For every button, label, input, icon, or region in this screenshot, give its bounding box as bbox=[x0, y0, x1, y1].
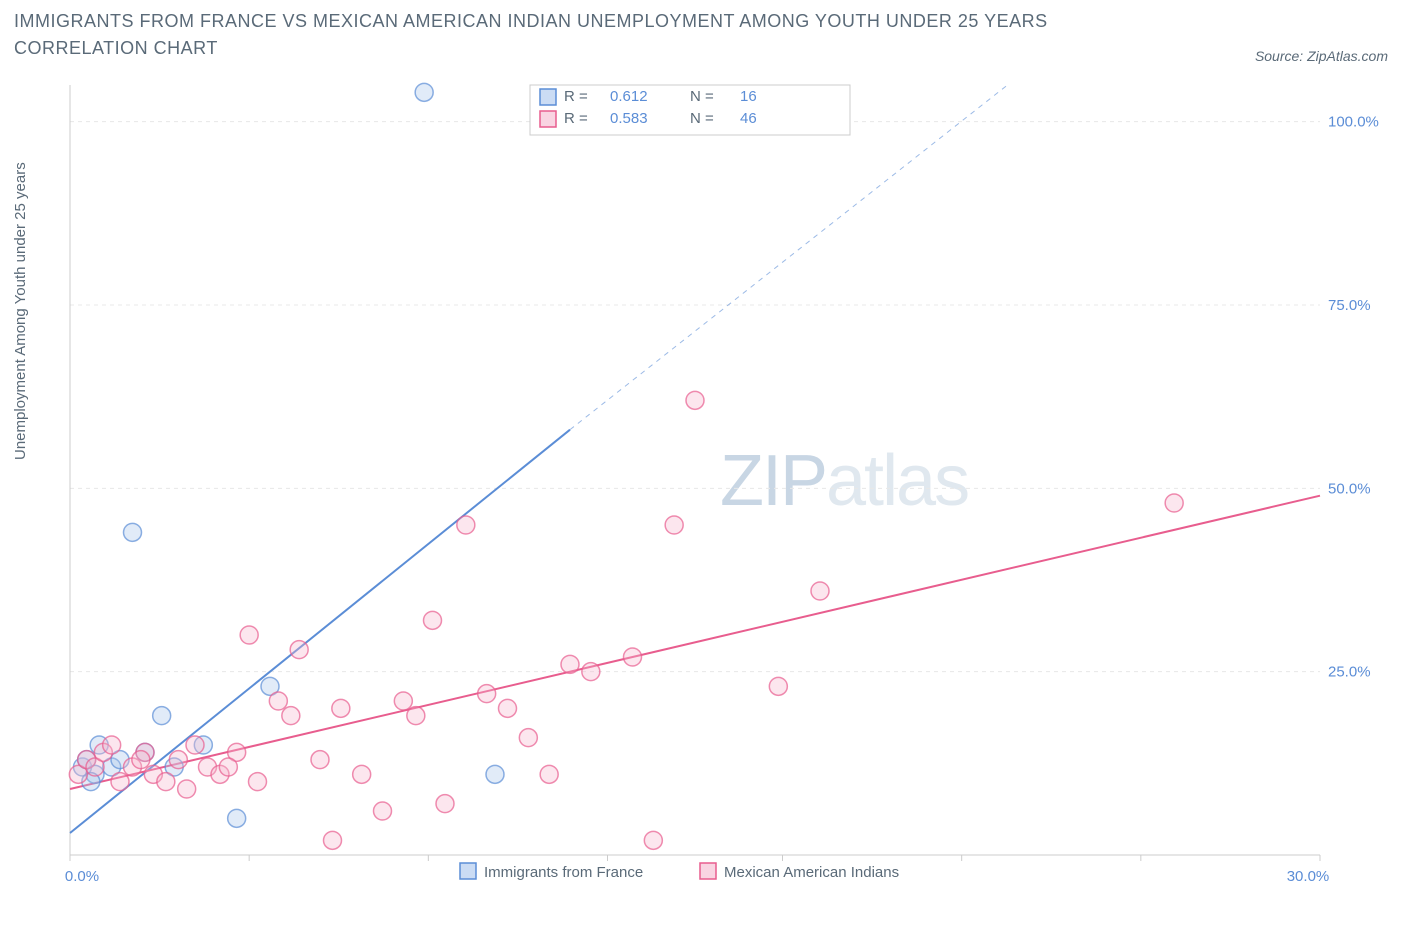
svg-text:75.0%: 75.0% bbox=[1328, 297, 1371, 314]
svg-text:0.0%: 0.0% bbox=[65, 868, 99, 885]
svg-text:16: 16 bbox=[740, 88, 757, 105]
svg-text:R =: R = bbox=[564, 88, 588, 105]
scatter-chart: 25.0% 50.0% 75.0% 100.0% 0.0% 30.0% R = 0.612 N … bbox=[60, 80, 1390, 890]
svg-text:Mexican American Indians: Mexican American Indians bbox=[724, 864, 899, 881]
svg-text:0.612: 0.612 bbox=[610, 88, 648, 105]
svg-text:0.583: 0.583 bbox=[610, 110, 648, 127]
svg-text:100.0%: 100.0% bbox=[1328, 114, 1379, 131]
source-label: Source: ZipAtlas.com bbox=[1255, 48, 1388, 64]
svg-text:N =: N = bbox=[690, 110, 714, 127]
svg-text:R =: R = bbox=[564, 110, 588, 127]
svg-text:46: 46 bbox=[740, 110, 757, 127]
svg-text:Immigrants from France: Immigrants from France bbox=[484, 864, 643, 881]
svg-text:30.0%: 30.0% bbox=[1287, 868, 1330, 885]
svg-text:25.0%: 25.0% bbox=[1328, 664, 1371, 681]
chart-area: 25.0% 50.0% 75.0% 100.0% 0.0% 30.0% R = 0.612 N … bbox=[60, 80, 1390, 890]
svg-text:50.0%: 50.0% bbox=[1328, 480, 1371, 497]
svg-text:N =: N = bbox=[690, 88, 714, 105]
chart-title: IMMIGRANTS FROM FRANCE VS MEXICAN AMERIC… bbox=[14, 8, 1114, 62]
y-axis-label: Unemployment Among Youth under 25 years bbox=[12, 162, 29, 460]
